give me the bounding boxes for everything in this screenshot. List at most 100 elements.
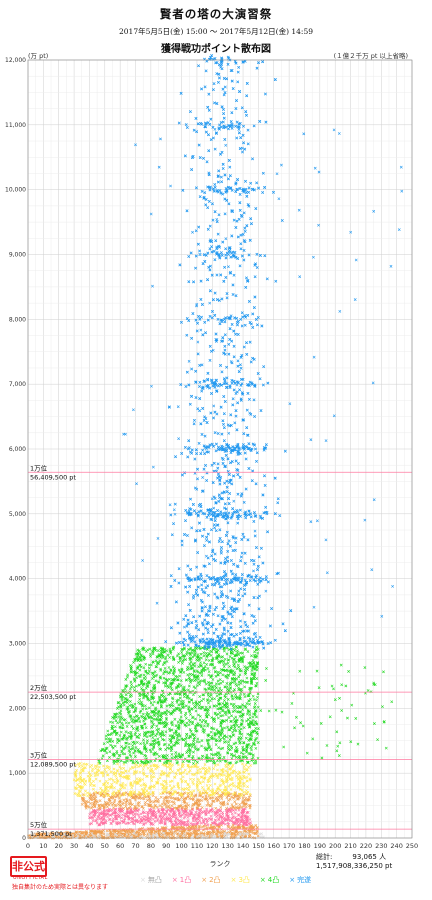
data-point <box>231 704 235 707</box>
data-point <box>184 813 188 817</box>
data-point <box>197 828 201 832</box>
data-point <box>135 812 139 816</box>
data-point <box>223 831 226 835</box>
data-point <box>246 790 250 794</box>
data-point <box>177 732 181 736</box>
data-point <box>222 665 226 668</box>
data-point <box>169 741 173 744</box>
data-point <box>236 825 240 829</box>
data-point <box>189 660 193 664</box>
data-point <box>193 824 197 828</box>
data-point <box>92 795 95 799</box>
data-point <box>99 830 103 834</box>
data-point <box>104 819 108 822</box>
data-point <box>222 773 226 777</box>
data-point <box>230 714 233 718</box>
data-point <box>39 836 43 840</box>
data-point <box>154 767 158 771</box>
data-point <box>225 685 229 689</box>
data-point <box>311 737 315 741</box>
data-point <box>204 705 208 709</box>
data-point <box>153 820 157 823</box>
data-point <box>181 775 185 779</box>
data-point <box>169 684 173 688</box>
data-point <box>254 727 258 730</box>
data-point <box>94 777 98 781</box>
data-point <box>168 677 171 681</box>
data-point <box>113 725 117 729</box>
data-point <box>196 677 200 681</box>
data-point <box>220 689 223 692</box>
data-point <box>218 678 222 682</box>
data-point <box>158 834 162 838</box>
data-point <box>135 676 139 680</box>
data-point <box>124 730 128 734</box>
data-point <box>354 717 358 720</box>
data-point <box>138 835 142 839</box>
data-point <box>228 738 232 741</box>
data-point <box>159 734 163 738</box>
data-point <box>124 721 128 725</box>
data-point <box>162 826 166 830</box>
data-point <box>301 724 305 728</box>
chart-title: 賢者の塔の大演習祭 <box>159 7 273 21</box>
data-point <box>191 833 194 837</box>
data-point <box>198 701 201 704</box>
data-point <box>117 833 121 837</box>
data-point <box>107 777 111 781</box>
data-point <box>241 719 245 723</box>
data-point <box>177 703 181 707</box>
data-point <box>255 715 258 719</box>
data-point <box>192 742 196 746</box>
data-point <box>238 730 242 734</box>
data-point <box>159 649 163 653</box>
data-point <box>129 680 133 684</box>
data-point <box>190 678 194 682</box>
data-point <box>143 753 147 757</box>
data-point <box>338 696 341 700</box>
data-point <box>299 721 302 725</box>
data-point <box>236 651 239 655</box>
data-point <box>137 790 141 794</box>
data-point <box>84 779 88 783</box>
data-point <box>160 805 164 809</box>
data-point <box>199 831 203 835</box>
data-point <box>108 750 112 754</box>
data-point <box>163 761 166 765</box>
data-point <box>208 699 212 703</box>
data-point <box>146 648 150 652</box>
data-point <box>110 808 114 812</box>
data-point <box>147 706 151 710</box>
data-point <box>339 663 343 667</box>
data-point <box>236 663 240 667</box>
data-point <box>80 764 84 768</box>
data-point <box>76 783 80 787</box>
data-point <box>150 805 154 809</box>
data-point <box>244 763 248 767</box>
data-point <box>166 754 169 757</box>
data-point <box>97 765 101 769</box>
data-point <box>181 699 185 703</box>
data-point <box>159 811 163 815</box>
data-point <box>245 775 249 779</box>
data-point <box>214 743 218 747</box>
data-point <box>107 765 111 769</box>
data-point <box>215 704 219 708</box>
data-point <box>325 744 329 747</box>
data-point <box>255 829 259 833</box>
data-point <box>188 662 192 666</box>
data-point <box>200 825 204 829</box>
data-point <box>128 767 132 771</box>
data-point <box>161 733 165 737</box>
data-point <box>350 703 354 707</box>
data-point <box>212 704 216 708</box>
data-point <box>217 833 221 837</box>
data-point <box>179 825 182 829</box>
data-point <box>139 742 143 746</box>
data-point <box>168 655 171 659</box>
data-point <box>134 746 138 749</box>
data-point <box>210 650 214 654</box>
data-point <box>149 829 153 833</box>
data-point <box>92 779 95 783</box>
data-point <box>98 779 102 783</box>
